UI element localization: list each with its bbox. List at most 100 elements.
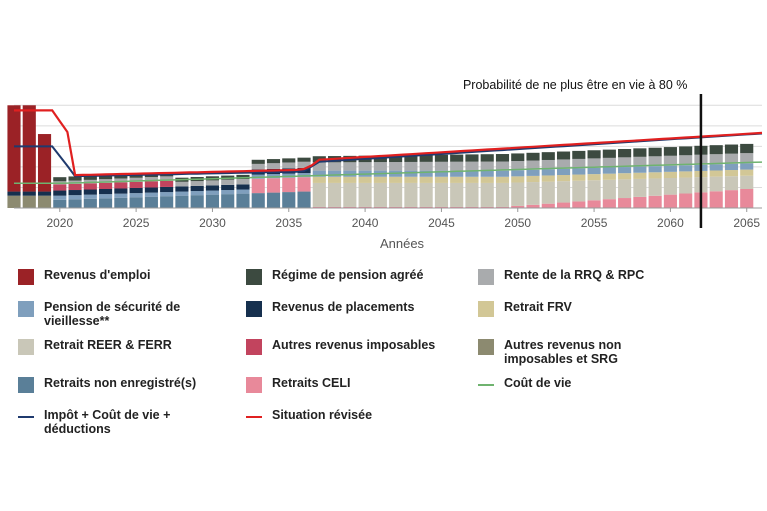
bar-segment <box>68 199 82 208</box>
bar-segment <box>144 181 158 188</box>
bar-segment <box>511 153 525 162</box>
bar-segment <box>434 161 448 171</box>
x-tick-label: 2020 <box>46 216 73 230</box>
bar-segment <box>633 172 647 179</box>
bar-segment <box>175 186 189 192</box>
bar-segment <box>434 206 448 208</box>
bar-segment <box>633 156 647 167</box>
bar-segment <box>648 172 662 179</box>
bar-segment <box>434 182 448 207</box>
bar-segment <box>389 155 403 163</box>
bar-segment <box>297 161 311 168</box>
bar-segment <box>114 193 128 198</box>
bar-segment <box>648 156 662 167</box>
bar-segment <box>160 192 174 197</box>
bar-segment <box>236 178 250 185</box>
probability-annotation: Probabilité de ne plus être en vie à 80 … <box>463 78 687 92</box>
bar-segment <box>709 145 723 155</box>
bar-segment <box>587 200 601 208</box>
bar-segment <box>511 182 525 206</box>
bar-segment <box>587 174 601 181</box>
bar-segment <box>373 162 387 171</box>
bar-segment <box>419 170 433 177</box>
bar-segment <box>511 205 525 208</box>
bar-segment <box>679 193 693 208</box>
bar-segment <box>556 168 571 176</box>
bar-segment <box>526 169 540 176</box>
bar-segment <box>144 192 158 197</box>
bar-segment <box>419 182 433 207</box>
bar-segment <box>709 191 723 208</box>
bar-segment <box>740 143 754 154</box>
bar-segment <box>251 178 265 194</box>
bar-segment <box>740 163 754 170</box>
bar-segment <box>526 175 540 183</box>
x-tick-label: 2060 <box>657 216 684 230</box>
bar-segment <box>53 195 67 200</box>
bar-segment <box>83 183 97 190</box>
bar-segment <box>480 176 494 183</box>
bar-segment <box>251 159 265 164</box>
bar-segment <box>114 178 128 183</box>
bar-segment <box>22 105 36 192</box>
bar-segment <box>556 151 571 160</box>
bar-segment <box>434 154 448 162</box>
legend-swatch <box>18 301 34 317</box>
bar-segment <box>633 196 647 208</box>
bar-segment <box>633 178 647 197</box>
x-tick-label: 2065 <box>733 216 760 230</box>
bar-segment <box>556 159 571 169</box>
legend-item: Impôt + Coût de vie + déductions <box>18 408 246 436</box>
legend-item: Retrait FRV <box>478 300 738 328</box>
legend-label: Revenus de placements <box>272 300 415 314</box>
bar-segment <box>144 177 158 182</box>
bar-segment <box>22 191 36 196</box>
bar-segment <box>724 153 739 164</box>
bar-segment <box>480 170 494 177</box>
bar-segment <box>266 163 281 169</box>
bar-segment <box>114 197 128 208</box>
bar-segment <box>679 171 693 178</box>
bar-segment <box>648 166 662 173</box>
legend-empty-cell <box>478 408 738 436</box>
stacked-bars <box>7 105 754 208</box>
bar-segment <box>740 188 754 208</box>
bar-segment <box>312 176 326 183</box>
bar-segment <box>312 206 326 208</box>
bar-segment <box>389 176 403 183</box>
bar-segment <box>221 194 235 208</box>
bar-segment <box>68 195 82 200</box>
legend-label: Autres revenus non imposables et SRG <box>504 338 622 366</box>
bar-segment <box>221 184 235 191</box>
bar-segment <box>618 157 632 168</box>
bar-segment <box>83 175 97 180</box>
bar-segment <box>282 173 296 178</box>
bar-segment <box>572 168 586 175</box>
x-axis: 2020 2025 2030 2035 2040 2045 2050 2055 2060 2065 <box>14 207 762 230</box>
bar-segment <box>7 195 21 208</box>
bar-segment <box>99 198 113 208</box>
series-lines <box>14 109 763 185</box>
bar-segment <box>83 194 97 199</box>
bar-segment <box>358 176 372 183</box>
bar-segment <box>602 179 616 200</box>
bar-segment <box>526 160 540 170</box>
bar-segment <box>465 154 479 162</box>
legend-swatch <box>18 416 34 418</box>
bar-segment <box>99 182 113 189</box>
bar-segment <box>37 195 52 208</box>
bar-segment <box>495 176 510 183</box>
legend-item: Situation révisée <box>246 408 478 436</box>
bar-segment <box>83 198 97 208</box>
bar-segment <box>511 170 525 177</box>
bar-segment <box>297 191 311 208</box>
legend-label: Rente de la RRQ & RPC <box>504 268 645 282</box>
bar-segment <box>740 153 754 164</box>
bar-segment <box>114 174 128 179</box>
bar-segment <box>450 176 464 183</box>
bar-segment <box>221 190 235 195</box>
bar-segment <box>358 162 372 171</box>
bar-segment <box>190 185 204 192</box>
legend-swatch <box>478 301 494 317</box>
bar-segment <box>68 190 82 196</box>
